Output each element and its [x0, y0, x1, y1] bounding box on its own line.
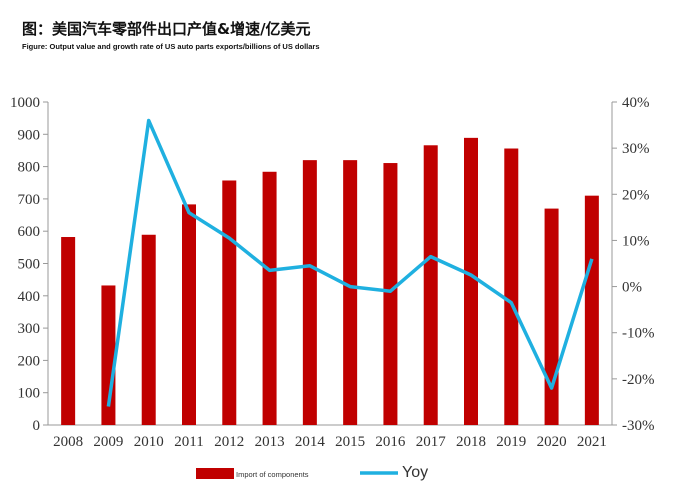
legend-swatch-bars — [196, 468, 234, 479]
left-tick-label: 600 — [18, 224, 41, 240]
bar — [584, 195, 599, 425]
line-series — [106, 118, 594, 407]
right-tick-label: -10% — [622, 326, 655, 342]
bar — [302, 160, 317, 425]
x-tick-label: 2014 — [295, 434, 326, 450]
bar — [222, 180, 237, 425]
bar — [464, 137, 478, 425]
chart-title: 图：美国汽车零部件出口产值&增速/亿美元 — [22, 20, 311, 38]
left-tick-label: 1000 — [10, 95, 40, 111]
legend-label-line: Yoy — [402, 464, 428, 481]
right-tick-label: -30% — [622, 418, 655, 434]
bar — [182, 204, 196, 425]
x-tick-label: 2021 — [577, 434, 607, 450]
left-tick-label: 700 — [18, 192, 41, 208]
left-tick-label: 300 — [18, 321, 41, 337]
left-tick-label: 400 — [18, 289, 41, 305]
left-tick-label: 0 — [33, 418, 41, 434]
legend: Import of components Yoy — [196, 464, 428, 481]
x-tick-label: 2011 — [174, 434, 203, 450]
bar — [61, 237, 76, 425]
bar — [383, 163, 398, 425]
x-tick-label: 2015 — [335, 434, 365, 450]
right-tick-label: 20% — [622, 187, 650, 203]
x-tick-label: 2020 — [537, 434, 567, 450]
legend-label-bars: Import of components — [236, 470, 309, 479]
chart-subtitle: Figure: Output value and growth rate of … — [22, 42, 320, 51]
right-tick-label: 40% — [622, 95, 650, 111]
yoy-line — [106, 118, 594, 407]
bar — [141, 234, 156, 425]
x-tick-label: 2012 — [214, 434, 244, 450]
left-tick-label: 100 — [18, 386, 41, 402]
right-tick-label: 0% — [622, 280, 642, 296]
x-tick-label: 2016 — [375, 434, 406, 450]
bar — [504, 148, 519, 425]
right-tick-label: -20% — [622, 372, 655, 388]
right-tick-label: 30% — [622, 141, 650, 157]
x-tick-label: 2008 — [53, 434, 83, 450]
left-tick-label: 500 — [18, 257, 41, 273]
bar — [343, 160, 358, 425]
x-tick-label: 2013 — [255, 434, 285, 450]
x-tick-label: 2009 — [93, 434, 123, 450]
x-tick-label: 2017 — [416, 434, 447, 450]
x-tick-label: 2019 — [496, 434, 526, 450]
x-axis-ticks: 2008 2009 2010 2011 2012 2013 2014 2015 2016 2017… — [53, 434, 607, 450]
x-tick-label: 2010 — [134, 434, 164, 450]
x-tick-label: 2018 — [456, 434, 486, 450]
bar-series — [61, 137, 599, 426]
left-tick-label: 900 — [18, 127, 41, 143]
right-axis-ticks: -30% -20% -10% 0% 10% 20% 30% 40% — [612, 95, 655, 434]
bar — [262, 171, 277, 425]
left-tick-label: 800 — [18, 160, 41, 176]
right-tick-label: 10% — [622, 233, 650, 249]
left-axis-ticks: 0 100 200 300 400 500 600 700 800 900 1000 — [10, 95, 48, 434]
bar — [423, 145, 438, 426]
bar — [544, 208, 559, 425]
left-tick-label: 200 — [18, 353, 41, 369]
